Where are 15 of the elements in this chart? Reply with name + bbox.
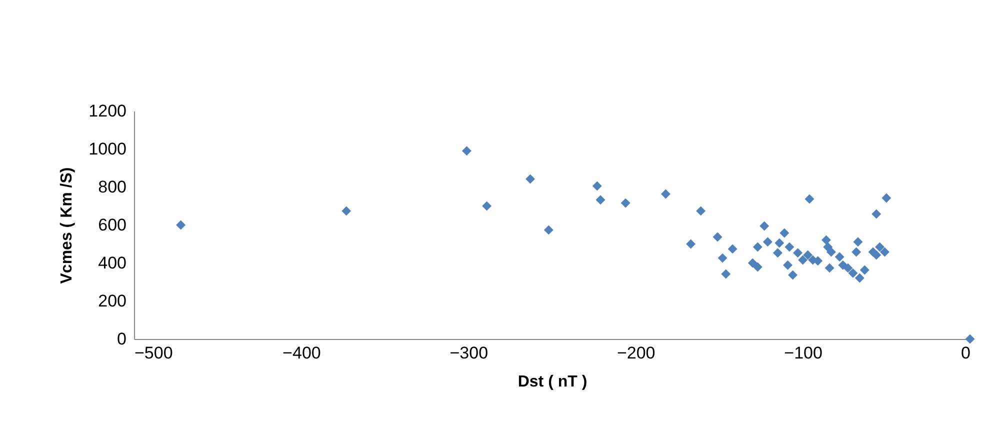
x-axis-title: Dst ( nT ) xyxy=(518,374,588,390)
y-tick-label: 1000 xyxy=(88,140,126,158)
y-tick-label: 800 xyxy=(98,178,126,196)
x-tick-label: −300 xyxy=(450,344,488,362)
x-tick-label: −400 xyxy=(282,344,321,362)
y-tick-label: 600 xyxy=(98,216,126,234)
x-tick-label: −200 xyxy=(616,344,656,362)
y-axis-title: Vcmes ( Km /S) xyxy=(58,167,76,284)
y-tick-label: 200 xyxy=(98,292,126,310)
y-tick-label: 0 xyxy=(117,330,126,348)
y-tick-label: 1200 xyxy=(88,102,126,120)
x-tick-label: −100 xyxy=(784,344,822,362)
x-tick-label: 0 xyxy=(961,344,970,362)
y-tick-label: 400 xyxy=(98,254,126,272)
x-tick-label: −500 xyxy=(134,344,173,362)
